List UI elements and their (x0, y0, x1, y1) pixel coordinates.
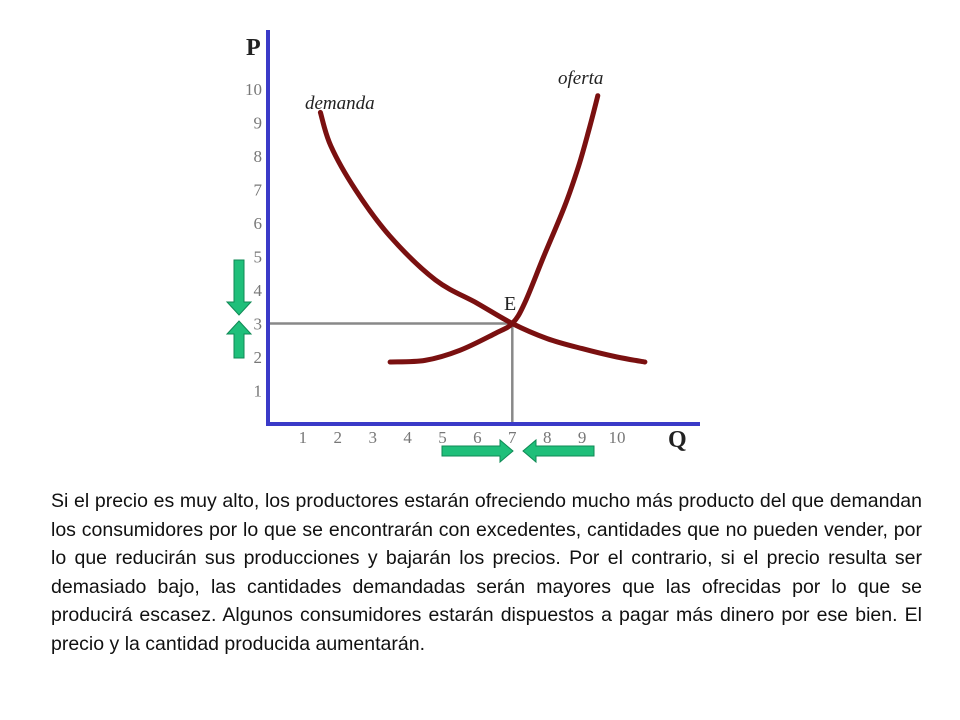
y-axis-label: P (246, 35, 261, 61)
x-tick-label: 9 (578, 428, 587, 447)
demand-label: demanda (305, 93, 375, 114)
explanation-paragraph: Si el precio es muy alto, los productore… (51, 490, 922, 655)
y-tick-label: 4 (254, 281, 263, 300)
y-tick-label: 7 (254, 181, 263, 200)
x-tick-label: 7 (508, 428, 517, 447)
x-tick-label: 1 (299, 428, 308, 447)
y-tick-label: 9 (254, 114, 263, 133)
supply-label: oferta (558, 68, 603, 89)
supply-curve (387, 93, 601, 365)
demand-curve (317, 109, 648, 365)
x-tick-label: 10 (609, 428, 626, 447)
x-tick-label: 5 (438, 428, 447, 447)
price-up-arrow (225, 320, 253, 359)
price-down-arrow (225, 259, 253, 316)
x-tick-label: 8 (543, 428, 552, 447)
equilibrium-label: E (504, 293, 516, 315)
x-tick-label: 6 (473, 428, 482, 447)
x-tick-labels: 1 2 3 4 5 6 7 8 9 10 (299, 428, 626, 447)
supply-demand-chart: P Q 1 2 3 4 5 6 7 8 9 10 1 2 3 4 5 6 7 8 9 10 demanda ofer… (225, 30, 700, 464)
x-tick-label: 3 (368, 428, 377, 447)
x-tick-label: 4 (403, 428, 412, 447)
y-tick-label: 10 (245, 80, 262, 99)
y-tick-labels: 1 2 3 4 5 6 7 8 9 10 (245, 80, 263, 401)
x-tick-label: 2 (334, 428, 343, 447)
y-tick-label: 1 (254, 382, 263, 401)
x-axis-label: Q (668, 427, 687, 453)
quantity-left-arrow (522, 438, 595, 464)
y-tick-label: 5 (254, 248, 263, 267)
y-tick-label: 8 (254, 147, 263, 166)
y-tick-label: 6 (254, 214, 263, 233)
quantity-right-arrow (441, 438, 514, 464)
y-tick-label: 3 (254, 315, 263, 334)
y-tick-label: 2 (254, 348, 263, 367)
